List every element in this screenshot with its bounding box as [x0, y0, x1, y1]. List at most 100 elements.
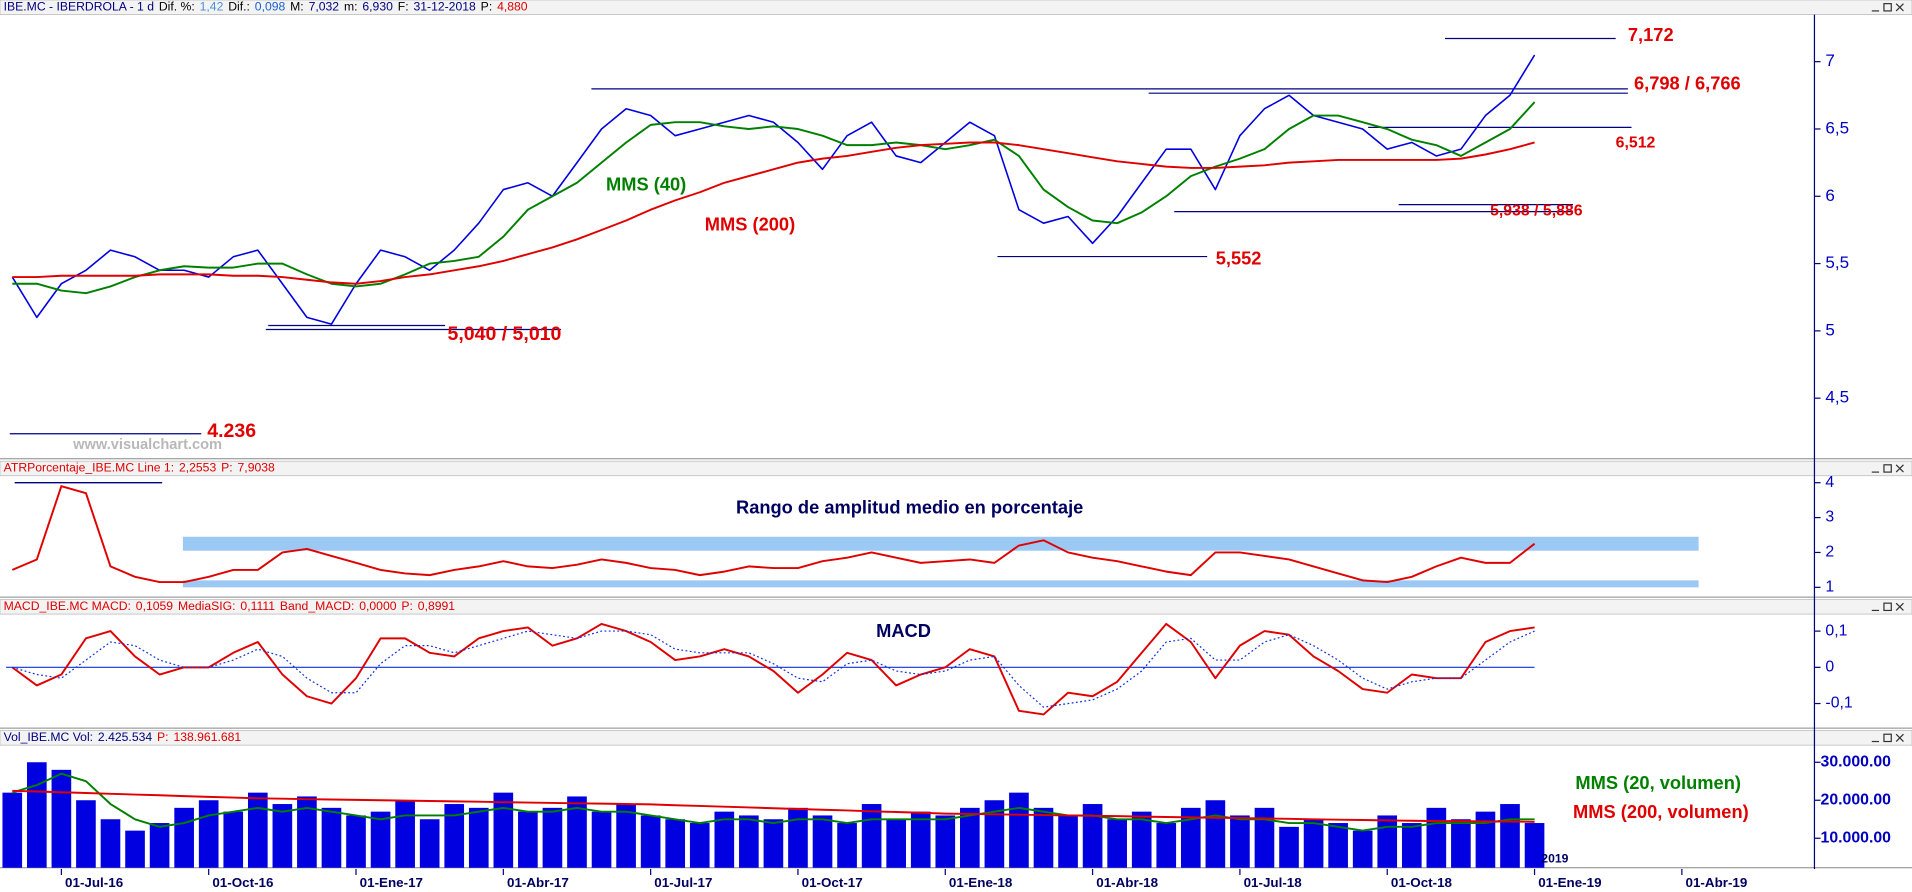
series-label: MMS (40): [606, 174, 686, 195]
header-item: 0,0000: [359, 599, 397, 613]
header-item: P:: [221, 461, 233, 475]
volume-bar: [1009, 792, 1029, 868]
volume-bar: [1205, 800, 1226, 868]
panel-title: Rango de amplitud medio en porcentaje: [736, 496, 1083, 517]
level-label: 5,040 / 5,010: [448, 323, 562, 345]
y-tick-label: 10.000.00: [1821, 829, 1892, 846]
y-tick-label: 4: [1825, 474, 1834, 491]
volume-bar: [76, 800, 96, 868]
series-line: [12, 630, 1535, 708]
window-control[interactable]: [1883, 602, 1892, 612]
header-item: F:: [398, 0, 409, 13]
window-control[interactable]: [1883, 733, 1892, 743]
y-tick-label: 20.000.00: [1821, 791, 1892, 808]
volume-bar: [346, 815, 366, 868]
series-label: MMS (200, volumen): [1573, 801, 1749, 822]
volume-bar: [984, 800, 1005, 868]
header-item: M:: [290, 0, 304, 13]
volume-bar: [886, 819, 906, 868]
x-tick-label: 01-Abr-18: [1096, 875, 1158, 890]
window-control[interactable]: [1883, 3, 1892, 12]
level-label: 6,512: [1616, 134, 1656, 151]
series-line: [11, 485, 1536, 584]
volume-bar: [812, 815, 833, 868]
volume-bar: [370, 811, 391, 868]
header-item: IBE.MC - IBERDROLA - 1 d: [4, 0, 154, 13]
header-item: 0,1059: [136, 599, 174, 613]
volume-bar: [1352, 830, 1373, 868]
volume-bar: [935, 815, 956, 868]
range-band: [182, 580, 1699, 588]
series-label: MMS (200): [705, 214, 795, 235]
volume-bar: [665, 819, 686, 868]
volume-bar: [1303, 819, 1324, 868]
volume-bar: [567, 796, 587, 868]
volume-bar: [837, 823, 857, 868]
header-item: MACD_IBE.MC MACD:: [4, 599, 131, 613]
volume-bar: [297, 796, 317, 868]
header-item: Vol_IBE.MC Vol:: [4, 730, 93, 744]
volume-bar: [1500, 804, 1520, 868]
volume-bar: [1254, 807, 1275, 868]
header-item: Dif. %:: [159, 0, 195, 13]
window-control[interactable]: [1895, 602, 1904, 611]
y-tick-label: 30.000.00: [1821, 753, 1892, 770]
series-line: [12, 141, 1535, 285]
volume-bar: [788, 807, 808, 868]
volume-bar: [1451, 819, 1471, 868]
volume-bar: [542, 807, 563, 868]
y-tick-label: 3: [1825, 509, 1834, 526]
volume-bar: [27, 762, 47, 868]
header-item: 2.425.534: [98, 730, 152, 744]
x-tick-label: 01-Ene-19: [1538, 875, 1601, 890]
header-item: 7,9038: [238, 461, 276, 475]
volume-bar: [861, 804, 882, 868]
volume-bar: [960, 807, 980, 868]
volume-bar: [1524, 823, 1545, 868]
volume-bar: [1180, 807, 1201, 868]
level-label: 5,552: [1216, 248, 1262, 269]
header-item: 0,8991: [418, 599, 456, 613]
level-label: 6,798 / 6,766: [1634, 73, 1741, 94]
window-control[interactable]: [1895, 464, 1904, 473]
panel-header: IBE.MC - IBERDROLA - 1 d Dif. %: 1,42 Dif.:…: [4, 0, 528, 13]
volume-bar: [1328, 823, 1348, 868]
window-control[interactable]: [1883, 464, 1892, 473]
volume-bar: [1058, 815, 1078, 868]
y-tick-label: 7: [1825, 51, 1834, 70]
x-tick-label: 01-Jul-18: [1244, 875, 1303, 890]
series-line: [11, 54, 1536, 325]
volume-bar: [1475, 811, 1496, 868]
volume-bar: [468, 807, 489, 868]
volume-bar: [444, 804, 465, 868]
y-tick-label: 0,1: [1825, 622, 1847, 639]
panel-title: MACD: [876, 620, 931, 641]
header-item: 31-12-2018: [413, 0, 476, 13]
volume-bar: [395, 800, 415, 868]
x-tick-label: 01-Oct-17: [802, 875, 863, 890]
window-control[interactable]: [1895, 3, 1904, 12]
volume-bar: [640, 815, 661, 868]
y-tick-label: 0: [1825, 659, 1834, 676]
y-tick-label: 5,5: [1825, 253, 1849, 272]
volume-bar: [1156, 823, 1177, 868]
series-line: [11, 622, 1535, 716]
volume-bar: [198, 800, 219, 868]
volume-bar: [1107, 819, 1127, 868]
series-label: MMS (20, volumen): [1575, 772, 1741, 793]
volume-bar: [247, 792, 268, 868]
header-item: 138.961.681: [173, 730, 241, 744]
header-item: 2,2553: [179, 461, 217, 475]
volume-bar: [1230, 815, 1250, 868]
header-item: 0,1111: [240, 599, 275, 613]
window-control[interactable]: [1895, 733, 1904, 742]
header-item: 4,880: [497, 0, 528, 13]
x-tick-label: 01-Jul-16: [65, 875, 123, 890]
level-label: 5,938 / 5,886: [1490, 202, 1583, 219]
y-tick-label: -0,1: [1825, 695, 1853, 712]
year-label: 2019: [1541, 851, 1568, 865]
header-item: Dif.:: [228, 0, 250, 13]
volume-bar: [51, 769, 72, 868]
